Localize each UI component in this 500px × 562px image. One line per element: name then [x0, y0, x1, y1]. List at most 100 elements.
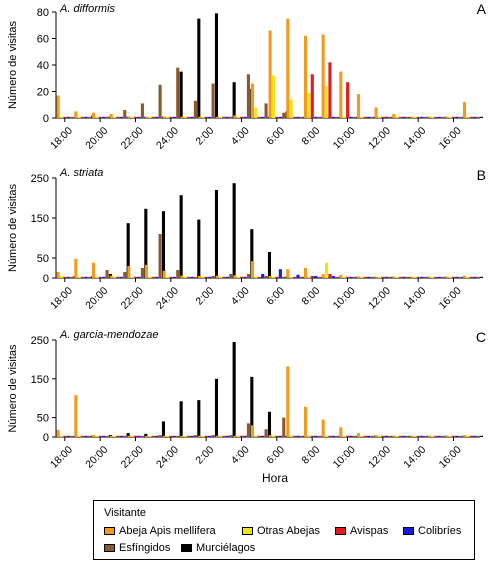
bar-b-avispas-11: [257, 276, 261, 278]
bar-a-avispas-23: [469, 116, 473, 118]
bar-a-esfingidos-4: [140, 103, 144, 118]
bar-b-apis-2: [91, 262, 96, 278]
bar-a-avispas-9: [222, 116, 226, 118]
bar-c-esfingidos-14: [317, 435, 321, 437]
legend: Visitante Abeja Apis mellifera Otras Abe…: [93, 500, 475, 560]
bar-b-otras-abejas-5: [148, 276, 152, 278]
bar-c-apis-6: [162, 435, 166, 437]
bar-b-otras-abejas-0: [60, 276, 64, 278]
bar-b-colibries-3: [119, 276, 123, 278]
bar-a-colibries-13: [296, 116, 300, 118]
bar-c-esfingidos-23: [476, 435, 480, 437]
legend-label-avispas: Avispas: [350, 525, 389, 537]
bar-b-murcielagos-11: [267, 252, 272, 278]
bar-c-murcielagos-10: [250, 376, 254, 437]
bar-a-apis-20: [409, 116, 414, 118]
bar-b-murcielagos-8: [214, 190, 219, 278]
bar-a-avispas-2: [98, 116, 102, 118]
x-tick-label-c-5: 4:00: [229, 444, 252, 467]
bar-c-avispas-9: [222, 435, 226, 437]
bar-b-apis-16: [339, 274, 343, 278]
bar-b-otras-abejas-2: [95, 276, 99, 278]
bar-b-otras-abejas-13: [289, 276, 293, 278]
bar-a-apis-21: [427, 116, 431, 118]
bar-a-esfingidos-6: [176, 67, 180, 118]
y-tick-label-a-4: 80: [37, 7, 49, 19]
bar-c-otras-abejas-9: [219, 435, 223, 437]
bar-b-apis-15: [321, 274, 325, 278]
bar-a-apis-15: [321, 34, 325, 118]
bar-c-murcielagos-5: [161, 421, 166, 437]
bar-c-apis-2: [91, 435, 96, 437]
bar-a-esfingidos-18: [388, 116, 392, 118]
bar-b-apis-20: [409, 276, 414, 278]
bar-c-esfingidos-1: [87, 435, 91, 437]
bar-c-colibries-12: [278, 435, 282, 437]
bar-b-murcielagos-4: [144, 208, 148, 278]
bar-a-colibries-0: [66, 116, 70, 118]
bar-a-avispas-1: [81, 116, 85, 118]
bar-b-esfingidos-9: [229, 274, 233, 278]
bar-c-colibries-18: [384, 435, 388, 437]
x-tick-label-b-2: 22:00: [119, 285, 146, 312]
bar-b-avispas-1: [81, 276, 85, 278]
bar-a-esfingidos-7: [193, 100, 197, 118]
bar-b-apis-11: [250, 261, 255, 278]
bar-a-avispas-13: [293, 116, 297, 118]
bar-a-esfingidos-17: [370, 116, 374, 118]
bar-a-otras-abejas-5: [148, 116, 152, 118]
bar-c-esfingidos-12: [282, 417, 286, 437]
bar-c-otras-abejas-15: [325, 435, 329, 437]
bar-c-colibries-4: [137, 435, 141, 437]
bar-c-esfingidos-3: [123, 435, 127, 437]
bar-b-colibries-8: [208, 276, 212, 278]
x-tick-label-c-9: 12:00: [366, 444, 393, 471]
bar-b-colibries-20: [420, 276, 424, 278]
bar-c-avispas-6: [169, 435, 173, 437]
bar-b-apis-1: [74, 258, 78, 278]
bar-a-colibries-9: [225, 116, 229, 118]
bar-b-colibries-14: [314, 276, 318, 278]
bar-a-apis-2: [91, 112, 96, 118]
bar-b-apis-17: [356, 276, 361, 278]
bar-b-colibries-19: [402, 276, 406, 278]
x-tick-label-a-0: 18:00: [48, 125, 75, 152]
bar-b-apis-21: [427, 276, 431, 278]
bar-b-otras-abejas-19: [395, 276, 399, 278]
bar-b-avispas-20: [416, 276, 420, 278]
bar-a-otras-abejas-20: [413, 116, 417, 118]
bar-b-colibries-18: [384, 276, 388, 278]
bar-a-esfingidos-5: [158, 84, 162, 119]
bar-c-avispas-19: [399, 435, 403, 437]
bar-b-esfingidos-10: [246, 274, 250, 278]
y-tick-label-c-1: 50: [37, 413, 49, 425]
panel-title-b: A. striata: [59, 167, 103, 179]
bar-c-esfingidos-22: [458, 435, 462, 437]
bar-b-esfingidos-4: [140, 268, 144, 278]
legend-item-colibries: Colibríes: [403, 525, 461, 537]
bar-a-otras-abejas-15: [325, 86, 329, 118]
legend-swatch-apis: [104, 527, 115, 535]
bar-b-otras-abejas-1: [77, 276, 81, 278]
bar-c-murcielagos-3: [126, 433, 130, 437]
bar-c-otras-abejas-4: [130, 435, 134, 437]
bar-a-esfingidos-20: [423, 116, 427, 118]
bar-a-avispas-20: [416, 116, 420, 118]
y-tick-label-b-2: 150: [31, 213, 49, 225]
x-tick-label-a-2: 22:00: [119, 125, 146, 152]
bar-c-colibries-19: [402, 435, 406, 437]
bar-a-colibries-1: [84, 116, 88, 118]
bar-a-otras-abejas-18: [378, 116, 382, 118]
bar-b-apis-5: [144, 264, 149, 278]
bar-b-colibries-11: [261, 274, 265, 278]
bar-b-esfingidos-19: [405, 276, 409, 278]
bar-c-esfingidos-17: [370, 435, 374, 437]
bar-a-esfingidos-8: [211, 83, 215, 118]
bar-a-esfingidos-2: [105, 116, 109, 118]
panel-title-a: A. difformis: [59, 3, 116, 15]
bar-b-otras-abejas-8: [201, 276, 205, 278]
bar-a-esfingidos-0: [70, 116, 74, 118]
bar-b-esfingidos-23: [476, 276, 480, 278]
panel-letter-b: B: [477, 167, 486, 183]
x-tick-label-c-6: 6:00: [264, 444, 287, 467]
